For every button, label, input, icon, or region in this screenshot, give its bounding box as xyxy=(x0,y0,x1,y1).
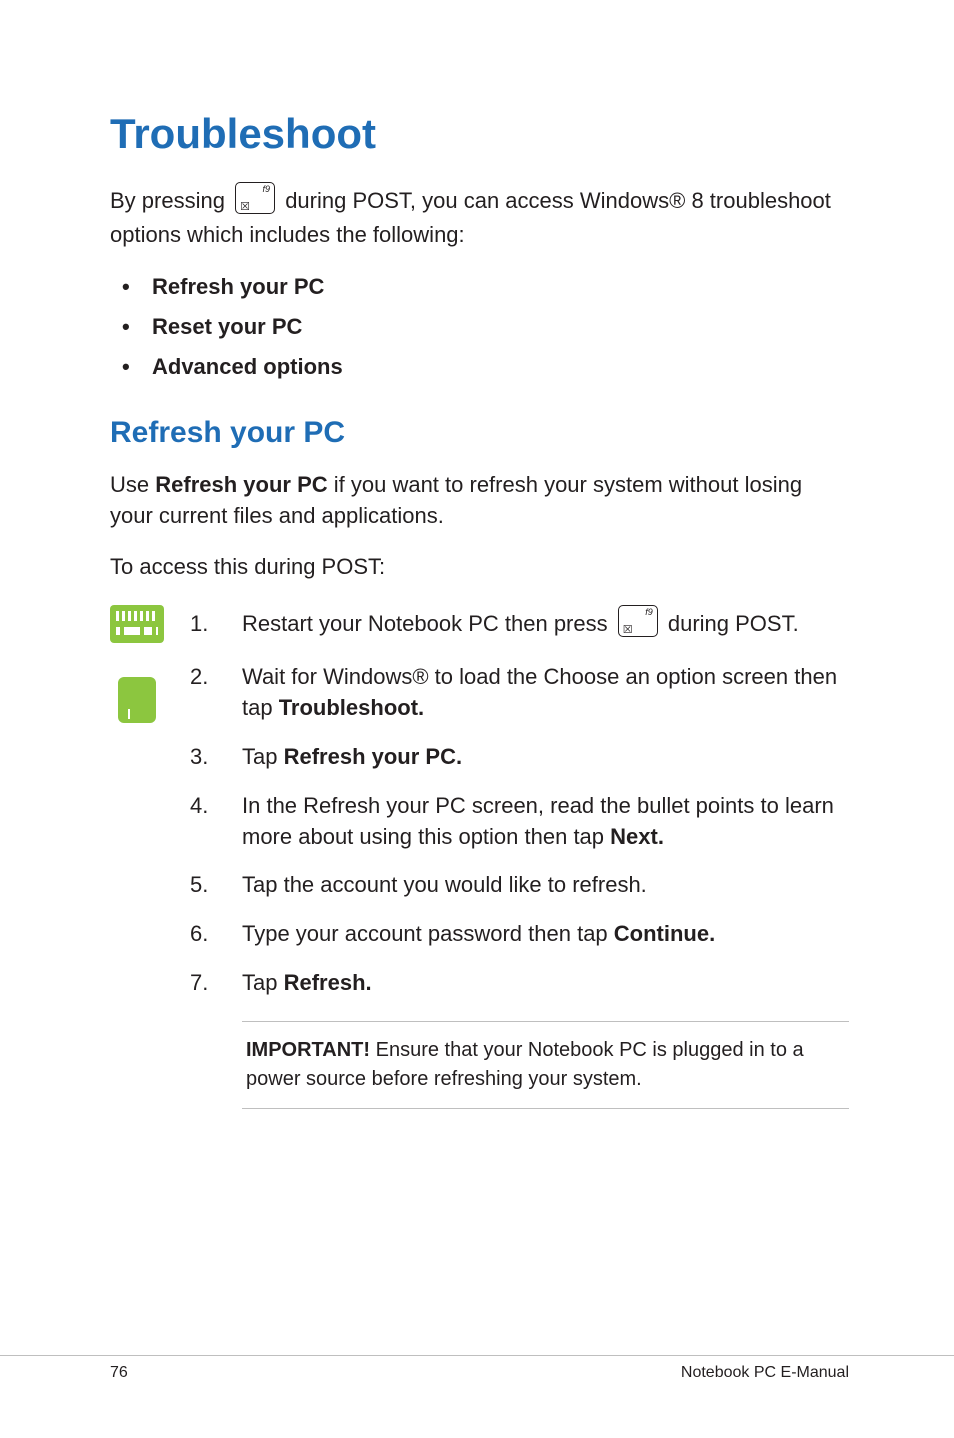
page-title: Troubleshoot xyxy=(110,110,849,158)
step-3-before: Tap xyxy=(242,744,284,769)
step-6-bold: Continue. xyxy=(614,921,715,946)
step-1: Restart your Notebook PC then press duri… xyxy=(190,603,849,645)
step-2: Wait for Windows® to load the Choose an … xyxy=(190,662,849,724)
steps-list: Restart your Notebook PC then press duri… xyxy=(190,603,849,1127)
step-4-before: In the Refresh your PC screen, read the … xyxy=(242,793,834,849)
f9-key-icon xyxy=(235,182,275,214)
step-6-before: Type your account password then tap xyxy=(242,921,614,946)
page-container: Troubleshoot By pressing during POST, yo… xyxy=(0,0,954,1438)
section-heading-refresh: Refresh your PC xyxy=(110,416,849,450)
steps-area: Restart your Notebook PC then press duri… xyxy=(110,603,849,1127)
doc-title: Notebook PC E-Manual xyxy=(681,1364,849,1382)
refresh-description: Use Refresh your PC if you want to refre… xyxy=(110,470,849,532)
step-1-before: Restart your Notebook PC then press xyxy=(242,611,614,636)
option-refresh: Refresh your PC xyxy=(110,274,849,300)
footer-inner: 76 Notebook PC E-Manual xyxy=(110,1356,849,1382)
refresh-desc-bold: Refresh your PC xyxy=(155,472,327,497)
step-2-bold: Troubleshoot. xyxy=(279,695,424,720)
f9-key-icon xyxy=(618,605,658,637)
step-5: Tap the account you would like to refres… xyxy=(190,870,849,901)
step-7-bold: Refresh. xyxy=(284,970,372,995)
options-list: Refresh your PC Reset your PC Advanced o… xyxy=(110,274,849,380)
step-6: Type your account password then tap Cont… xyxy=(190,919,849,950)
page-footer: 76 Notebook PC E-Manual xyxy=(0,1355,954,1382)
important-note: IMPORTANT! Ensure that your Notebook PC … xyxy=(242,1021,849,1109)
access-line: To access this during POST: xyxy=(110,552,849,583)
step-7: Tap Refresh. IMPORTANT! Ensure that your… xyxy=(190,968,849,1109)
step-4: In the Refresh your PC screen, read the … xyxy=(190,791,849,853)
step-3: Tap Refresh your PC. xyxy=(190,742,849,773)
step-3-bold: Refresh your PC. xyxy=(284,744,463,769)
intro-paragraph: By pressing during POST, you can access … xyxy=(110,182,849,252)
option-advanced: Advanced options xyxy=(110,354,849,380)
keyboard-icon xyxy=(110,605,164,643)
touchpad-icon xyxy=(118,677,156,723)
option-reset: Reset your PC xyxy=(110,314,849,340)
page-number: 76 xyxy=(110,1364,128,1382)
step-4-bold: Next. xyxy=(610,824,664,849)
step-7-before: Tap xyxy=(242,970,284,995)
step-1-after: during POST. xyxy=(662,611,799,636)
important-label: IMPORTANT! xyxy=(246,1039,370,1061)
icons-column xyxy=(110,603,166,1127)
intro-text-before: By pressing xyxy=(110,188,231,213)
refresh-desc-prefix: Use xyxy=(110,472,155,497)
